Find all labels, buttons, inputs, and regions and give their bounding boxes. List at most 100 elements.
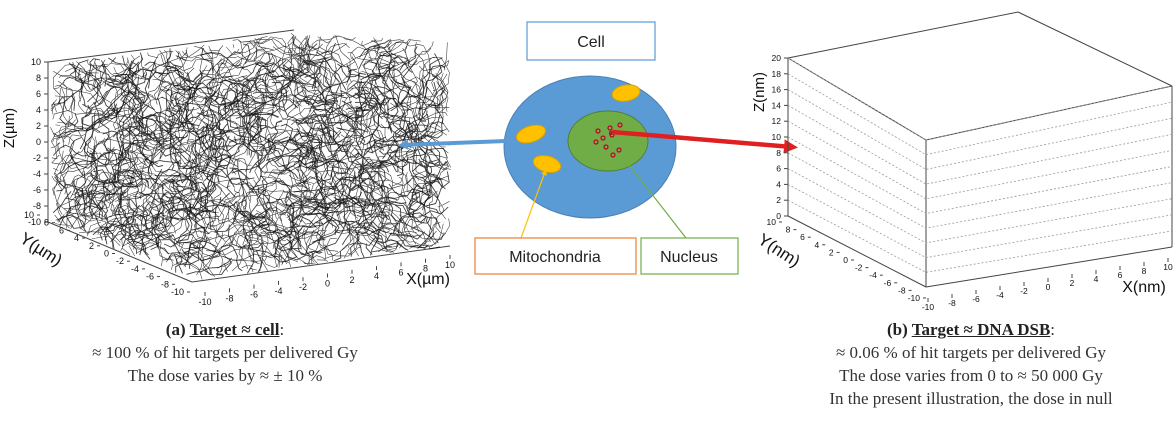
tick-label: 10 [31, 57, 41, 67]
tick-label: 0 [325, 279, 330, 289]
caption-a-prefix: (a) [165, 320, 190, 339]
tick-label: 4 [374, 271, 379, 281]
tick-label: 18 [772, 69, 782, 79]
right-plot-gridlines [787, 57, 1173, 273]
tick-label: -2 [33, 153, 41, 163]
tick-label: -6 [146, 272, 154, 282]
nucleus-label: Nucleus [660, 249, 718, 266]
tick-label: 2 [36, 121, 41, 131]
tick-label: 6 [800, 232, 805, 242]
tick-label: -8 [898, 285, 906, 295]
mitochondria-label-box [474, 237, 637, 275]
tick-label: 12 [772, 116, 782, 126]
nucleus-label-box [640, 237, 739, 275]
tick-label: 10 [1163, 262, 1173, 272]
tick-label: 6 [398, 267, 403, 277]
tick-label: -4 [869, 270, 877, 280]
tick-label: -10 [28, 217, 41, 227]
caption-b-line3: In the present illustration, the dose in… [829, 389, 1113, 408]
track-bundle-core [52, 36, 450, 276]
tick-label: 10 [445, 260, 455, 270]
tick-label: -4 [131, 264, 139, 274]
caption-b-prefix: (b) [886, 320, 912, 339]
tick-label: -8 [161, 279, 169, 289]
mitochondria-pointer [520, 169, 547, 239]
cell-target-arrow [398, 139, 507, 150]
cell-diagram: Cell Mitochondria Nucleus [474, 21, 739, 275]
grid-line [787, 57, 1173, 141]
tick-label: -10 [171, 287, 184, 297]
tick-label: -8 [948, 298, 956, 308]
right-x-axis-label: X(nm) [1122, 279, 1166, 296]
grid-line [787, 120, 1173, 200]
right-y-axis-label: Y(nm) [754, 230, 803, 271]
tick-label: 6 [36, 89, 41, 99]
tick-label: 10 [24, 210, 34, 220]
cell-label: Cell [577, 34, 605, 51]
tick-label: 14 [772, 100, 782, 110]
right-x-ticks: -10 -8 -6 -4 -2 0 2 4 6 8 10 [922, 258, 1173, 312]
tick-label: 8 [44, 218, 49, 228]
mitochondria-label: Mitochondria [509, 249, 601, 266]
tick-label: -6 [250, 290, 258, 300]
tick-label: -6 [884, 278, 892, 288]
right-plot-frame [787, 11, 1173, 288]
grid-line [787, 136, 1173, 214]
grid-line [787, 152, 1173, 229]
caption-a: (a) Target ≈ cell: ≈ 100 % of hit target… [10, 318, 440, 387]
caption-b-line2: The dose varies from 0 to ≈ 50 000 Gy [839, 366, 1103, 385]
tick-label: 16 [772, 85, 782, 95]
right-z-axis-label: Z(nm) [751, 72, 768, 112]
tick-label: 4 [1094, 274, 1099, 284]
tick-label: 2 [89, 241, 94, 251]
tick-label: 10 [772, 132, 782, 142]
tick-label: 4 [36, 105, 41, 115]
tick-label: 4 [814, 240, 819, 250]
caption-b-title: Target ≈ DNA DSB [911, 320, 1051, 339]
tick-label: -2 [855, 263, 863, 273]
tick-label: 0 [1046, 282, 1051, 292]
tick-label: 0 [776, 211, 781, 221]
tick-label: 8 [776, 148, 781, 158]
mitochondrion-1 [611, 84, 641, 102]
tick-label: -4 [274, 286, 282, 296]
tick-label: -10 [922, 302, 935, 312]
grid-line [787, 168, 1173, 244]
tick-label: -4 [996, 290, 1004, 300]
cell-label-box [526, 21, 656, 61]
tick-label: -2 [299, 282, 307, 292]
tick-label: 6 [776, 164, 781, 174]
caption-b-line1: ≈ 0.06 % of hit targets per delivered Gy [835, 343, 1107, 362]
grid-line [787, 89, 1173, 170]
tick-label: -4 [33, 169, 41, 179]
tick-label: 20 [772, 53, 782, 63]
tick-label: 2 [1070, 278, 1075, 288]
nucleus [567, 110, 649, 172]
nucleus-pointer [629, 165, 687, 239]
tick-label: 8 [786, 225, 791, 235]
caption-a-title: Target ≈ cell [189, 320, 280, 339]
tick-label: 0 [36, 137, 41, 147]
caption-a-suffix: : [279, 320, 285, 339]
left-z-axis-label: Z(µm) [1, 108, 18, 148]
tick-label: -2 [116, 256, 124, 266]
tick-label: 4 [776, 179, 781, 189]
tick-label: 6 [59, 225, 64, 235]
tick-label: -8 [225, 293, 233, 303]
tick-label: 2 [829, 247, 834, 257]
left-z-ticks: -10 -8 -6 -4 -2 0 2 4 6 8 10 [28, 57, 48, 227]
caption-a-line1: ≈ 100 % of hit targets per delivered Gy [92, 343, 358, 362]
caption-b: (b) Target ≈ DNA DSB: ≈ 0.06 % of hit ta… [756, 318, 1176, 410]
tick-label: -6 [33, 185, 41, 195]
tick-label: -10 [908, 293, 921, 303]
particle-tracks [50, 32, 451, 280]
tick-label: 8 [423, 264, 428, 274]
tick-label: 8 [36, 73, 41, 83]
tick-label: 2 [349, 275, 354, 285]
right-z-ticks: 0 2 4 6 8 10 12 14 16 18 20 [772, 53, 788, 221]
